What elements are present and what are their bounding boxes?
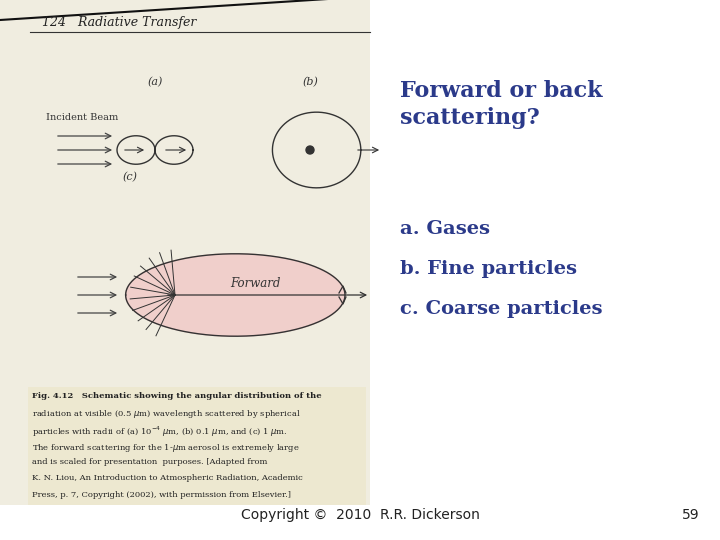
- Text: 124   Radiative Transfer: 124 Radiative Transfer: [42, 16, 197, 29]
- Text: c. Coarse particles: c. Coarse particles: [400, 300, 603, 318]
- Text: (a): (a): [148, 77, 163, 87]
- Text: particles with radii of (a) 10$^{-4}$ $\mu$m, (b) 0.1 $\mu$m, and (c) 1 $\mu$m.: particles with radii of (a) 10$^{-4}$ $\…: [32, 425, 288, 440]
- Text: (b): (b): [302, 77, 318, 87]
- Text: Incident Beam: Incident Beam: [46, 113, 118, 122]
- Text: b. Fine particles: b. Fine particles: [400, 260, 577, 278]
- Text: K. N. Liou, An Introduction to Atmospheric Radiation, Academic: K. N. Liou, An Introduction to Atmospher…: [32, 475, 302, 483]
- Text: Press, p. 7, Copyright (2002), with permission from Elsevier.]: Press, p. 7, Copyright (2002), with perm…: [32, 491, 291, 499]
- Text: Fig. 4.12   Schematic showing the angular distribution of the: Fig. 4.12 Schematic showing the angular …: [32, 392, 322, 400]
- Text: The forward scattering for the 1-$\mu$m aerosol is extremely large: The forward scattering for the 1-$\mu$m …: [32, 442, 300, 454]
- Bar: [28, 387, 366, 505]
- Text: Copyright ©  2010  R.R. Dickerson: Copyright © 2010 R.R. Dickerson: [240, 508, 480, 522]
- Text: (c): (c): [122, 172, 138, 182]
- Text: and is scaled for presentation  purposes. [Adapted from: and is scaled for presentation purposes.…: [32, 458, 267, 466]
- Text: a. Gases: a. Gases: [400, 220, 490, 238]
- Polygon shape: [126, 254, 345, 336]
- Text: radiation at visible (0.5 $\mu$m) wavelength scattered by spherical: radiation at visible (0.5 $\mu$m) wavele…: [32, 408, 300, 421]
- Circle shape: [306, 146, 314, 154]
- Text: Forward or back
scattering?: Forward or back scattering?: [400, 80, 603, 129]
- Bar: [370, 0, 720, 505]
- Bar: [0, 0, 370, 505]
- Text: 59: 59: [683, 508, 700, 522]
- Text: Forward: Forward: [230, 277, 280, 290]
